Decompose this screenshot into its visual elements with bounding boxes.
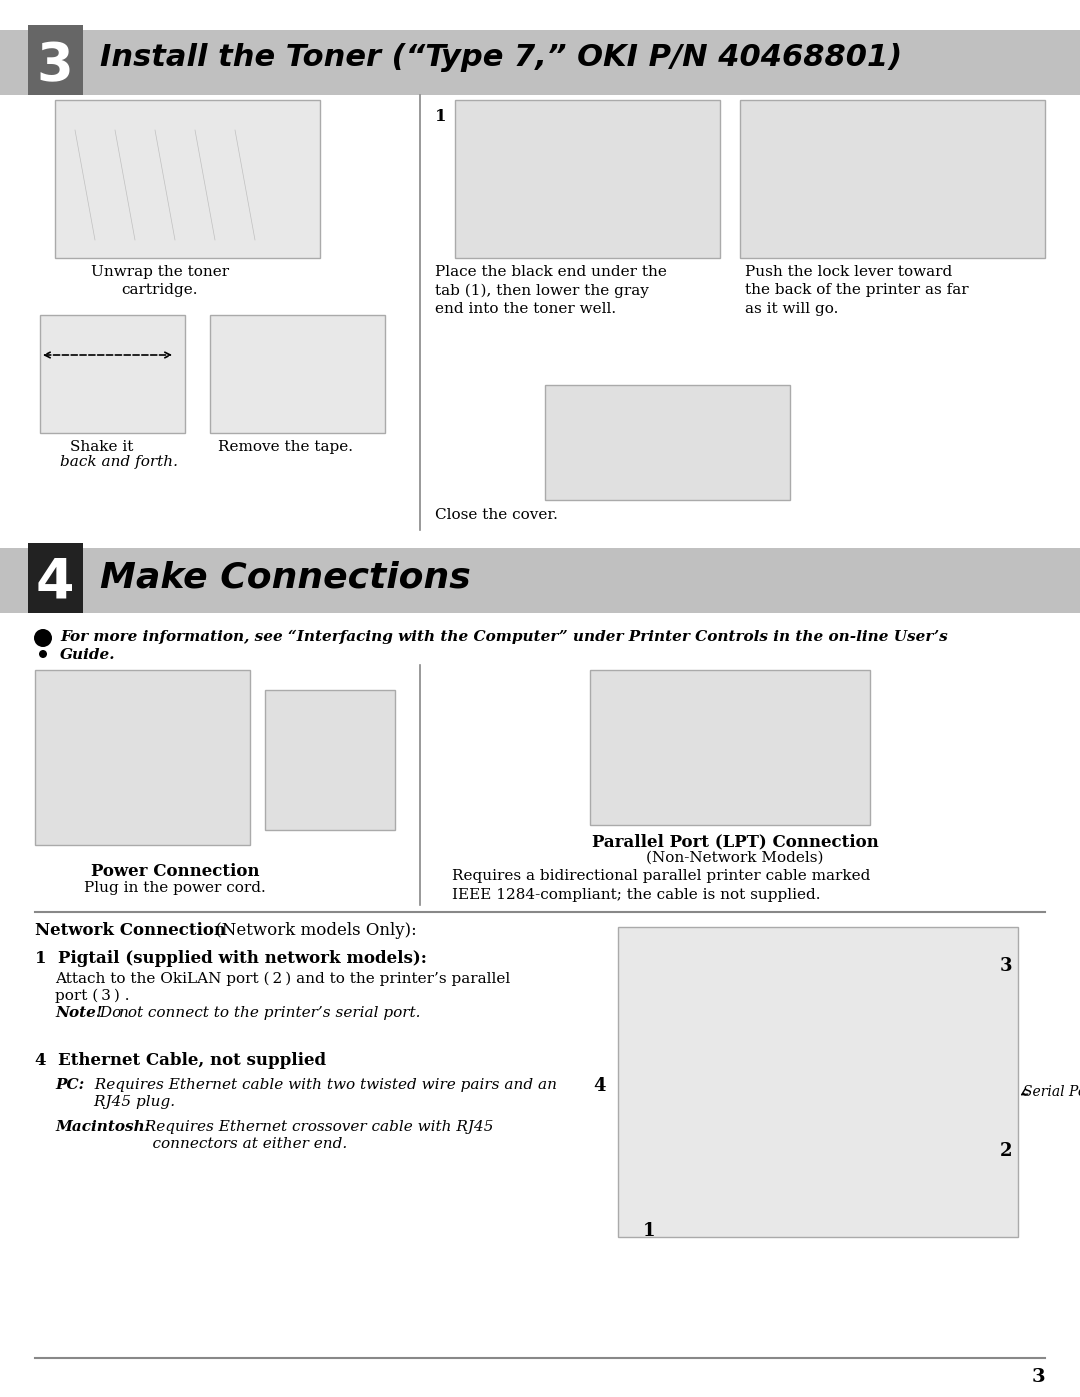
Text: Shake it: Shake it [70, 440, 133, 454]
Bar [55, 101, 320, 258]
Text: 4: 4 [593, 1077, 606, 1095]
Text: Note!: Note! [55, 1006, 103, 1020]
Text: RJ45 plug.: RJ45 plug. [55, 1095, 175, 1109]
Text: Power Connection: Power Connection [91, 863, 259, 880]
Text: Guide.: Guide. [60, 648, 116, 662]
Circle shape [33, 629, 52, 647]
Text: 3: 3 [1000, 957, 1013, 975]
Text: Plug in the power cord.: Plug in the power cord. [84, 882, 266, 895]
Text: Attach to the OkiLAN port ( 2 ) and to the printer’s parallel: Attach to the OkiLAN port ( 2 ) and to t… [55, 972, 510, 986]
Bar [0, 548, 1080, 613]
Text: Requires a bidirectional parallel printer cable marked
IEEE 1284-compliant; the : Requires a bidirectional parallel printe… [453, 869, 870, 902]
Bar [35, 671, 249, 845]
Text: Do: Do [95, 1006, 126, 1020]
Text: Parallel Port (LPT) Connection: Parallel Port (LPT) Connection [592, 833, 878, 849]
Text: back and forth.: back and forth. [60, 455, 178, 469]
Text: Serial Port: Serial Port [1023, 1085, 1080, 1099]
Text: 1  Pigtail (supplied with network models):: 1 Pigtail (supplied with network models)… [35, 950, 427, 967]
Bar [618, 928, 1018, 1236]
Text: (Network models Only):: (Network models Only): [210, 922, 417, 939]
Circle shape [39, 650, 48, 658]
Text: port ( 3 ) .: port ( 3 ) . [55, 989, 130, 1003]
Bar [210, 314, 384, 433]
Text: not: not [119, 1006, 144, 1020]
Text: 3: 3 [1031, 1368, 1045, 1386]
Bar [740, 101, 1045, 258]
Text: 1: 1 [435, 108, 446, 124]
Text: 4  Ethernet Cable, not supplied: 4 Ethernet Cable, not supplied [35, 1052, 326, 1069]
Text: For more information, see “Interfacing with the Computer” under Printer Controls: For more information, see “Interfacing w… [60, 630, 948, 644]
Bar [265, 690, 395, 830]
Text: Unwrap the toner
cartridge.: Unwrap the toner cartridge. [91, 265, 229, 298]
Text: 2: 2 [1000, 1141, 1013, 1160]
Text: (Non-Network Models): (Non-Network Models) [646, 851, 824, 865]
Text: Close the cover.: Close the cover. [435, 509, 558, 522]
Bar [28, 25, 83, 95]
Text: Make Connections: Make Connections [100, 562, 471, 595]
Text: Macintosh:: Macintosh: [55, 1120, 150, 1134]
Text: Push the lock lever toward
the back of the printer as far
as it will go.: Push the lock lever toward the back of t… [745, 265, 969, 316]
Text: connectors at either end.: connectors at either end. [55, 1137, 348, 1151]
Text: Requires Ethernet cable with two twisted wire pairs and an: Requires Ethernet cable with two twisted… [85, 1078, 557, 1092]
Text: 4: 4 [36, 556, 75, 610]
Bar [0, 29, 1080, 95]
Text: Network Connection: Network Connection [35, 922, 226, 939]
Text: Remove the tape.: Remove the tape. [218, 440, 353, 454]
Bar [40, 314, 185, 433]
Bar [545, 386, 789, 500]
Text: Requires Ethernet crossover cable with RJ45: Requires Ethernet crossover cable with R… [135, 1120, 494, 1134]
Text: PC:: PC: [55, 1078, 84, 1092]
Text: 3: 3 [37, 41, 73, 92]
Bar [28, 543, 83, 613]
Bar [455, 101, 720, 258]
Bar [590, 671, 870, 826]
Text: Install the Toner (“Type 7,” OKI P/N 40468801): Install the Toner (“Type 7,” OKI P/N 404… [100, 43, 902, 73]
Text: Place the black end under the
tab (1), then lower the gray
end into the toner we: Place the black end under the tab (1), t… [435, 265, 666, 316]
Text: 1: 1 [643, 1222, 656, 1241]
Text: connect to the printer’s serial port.: connect to the printer’s serial port. [143, 1006, 420, 1020]
